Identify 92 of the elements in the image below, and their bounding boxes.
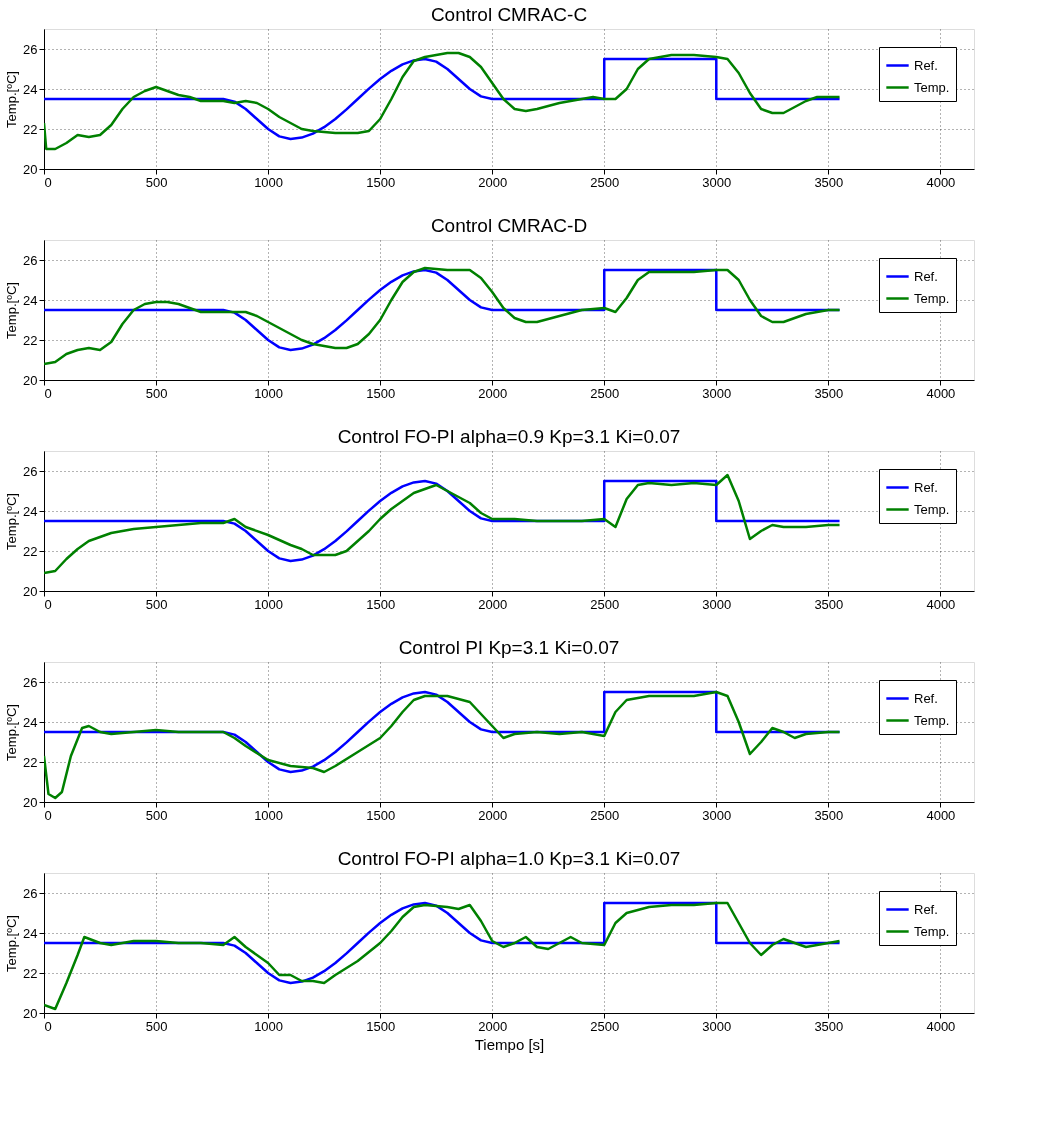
y-tick-label: 26 <box>23 41 38 57</box>
x-tick-label: 2500 <box>590 807 620 823</box>
y-tick-label: 20 <box>23 1005 38 1021</box>
legend-label: Temp. <box>914 290 950 306</box>
y-tick-label: 20 <box>23 583 38 599</box>
x-tick-label: 0 <box>44 385 52 401</box>
legend-label: Temp. <box>914 712 950 728</box>
x-tick-label: 1500 <box>366 385 396 401</box>
x-tick-label: 4000 <box>926 174 956 190</box>
x-tick-label: 4000 <box>926 385 956 401</box>
y-tick-label: 24 <box>23 714 38 730</box>
line-series <box>44 51 841 151</box>
y-tick-label: 22 <box>23 965 38 981</box>
y-tick-label: 22 <box>23 754 38 770</box>
x-axis-title: Tiempo [s] <box>474 1035 545 1053</box>
y-tick-label: 22 <box>23 543 38 559</box>
x-tick-label: 500 <box>145 174 168 190</box>
y-tick-label: 22 <box>23 121 38 137</box>
chart-title: Control PI Kp=3.1 Ki=0.07 <box>398 637 620 658</box>
x-tick-label: 1000 <box>254 385 284 401</box>
y-tick-label: 26 <box>23 674 38 690</box>
y-axis-title: Temp.[ºC] <box>4 915 20 972</box>
line-series <box>44 901 841 1011</box>
y-tick-label: 20 <box>23 161 38 177</box>
x-tick-label: 500 <box>145 385 168 401</box>
x-tick-label: 1000 <box>254 807 284 823</box>
x-tick-label: 500 <box>145 1018 168 1034</box>
x-tick-label: 3500 <box>814 807 844 823</box>
y-tick-label: 20 <box>23 794 38 810</box>
x-tick-label: 500 <box>145 596 168 612</box>
x-tick-label: 3500 <box>814 385 844 401</box>
legend-label: Temp. <box>914 501 950 517</box>
legend-label: Ref. <box>914 901 938 917</box>
x-tick-label: 2000 <box>478 174 508 190</box>
legend-label: Ref. <box>914 690 938 706</box>
x-tick-label: 4000 <box>926 1018 956 1034</box>
x-tick-label: 1500 <box>366 1018 396 1034</box>
y-tick-label: 24 <box>23 925 38 941</box>
x-tick-label: 1000 <box>254 596 284 612</box>
legend-label: Ref. <box>914 57 938 73</box>
x-tick-label: 3000 <box>702 174 732 190</box>
y-tick-label: 20 <box>23 372 38 388</box>
y-tick-label: 22 <box>23 332 38 348</box>
y-tick-label: 24 <box>23 292 38 308</box>
x-tick-label: 0 <box>44 807 52 823</box>
y-axis-title: Temp.[ºC] <box>4 704 20 761</box>
x-tick-label: 2000 <box>478 807 508 823</box>
y-axis-title: Temp.[ºC] <box>4 282 20 339</box>
x-tick-label: 3000 <box>702 596 732 612</box>
legend-label: Temp. <box>914 923 950 939</box>
x-tick-label: 3500 <box>814 1018 844 1034</box>
x-tick-label: 2000 <box>478 385 508 401</box>
y-axis-title: Temp.[ºC] <box>4 71 20 128</box>
x-tick-label: 2500 <box>590 385 620 401</box>
x-tick-label: 3000 <box>702 1018 732 1034</box>
chart-title: Control FO-PI alpha=1.0 Kp=3.1 Ki=0.07 <box>337 848 681 869</box>
x-tick-label: 2500 <box>590 1018 620 1034</box>
legend-label: Ref. <box>914 268 938 284</box>
x-tick-label: 3000 <box>702 385 732 401</box>
x-tick-label: 2500 <box>590 596 620 612</box>
x-tick-label: 2000 <box>478 596 508 612</box>
line-series <box>44 690 841 800</box>
chart-title: Control FO-PI alpha=0.9 Kp=3.1 Ki=0.07 <box>337 426 681 447</box>
x-tick-label: 4000 <box>926 596 956 612</box>
x-tick-label: 0 <box>44 1018 52 1034</box>
y-tick-label: 26 <box>23 463 38 479</box>
x-tick-label: 1000 <box>254 1018 284 1034</box>
x-tick-label: 3500 <box>814 174 844 190</box>
x-tick-label: 0 <box>44 174 52 190</box>
x-tick-label: 3500 <box>814 596 844 612</box>
line-series <box>44 57 841 141</box>
legend-label: Ref. <box>914 479 938 495</box>
line-series <box>44 266 841 366</box>
x-tick-label: 1500 <box>366 174 396 190</box>
x-tick-label: 1500 <box>366 807 396 823</box>
x-tick-label: 3000 <box>702 807 732 823</box>
x-tick-label: 2500 <box>590 174 620 190</box>
chart-title: Control CMRAC-C <box>430 4 588 25</box>
y-tick-label: 26 <box>23 885 38 901</box>
chart-title: Control CMRAC-D <box>430 215 588 236</box>
y-tick-label: 26 <box>23 252 38 268</box>
y-tick-label: 24 <box>23 503 38 519</box>
x-tick-label: 4000 <box>926 807 956 823</box>
x-tick-label: 1500 <box>366 596 396 612</box>
x-tick-label: 1000 <box>254 174 284 190</box>
legend-label: Temp. <box>914 79 950 95</box>
x-tick-label: 0 <box>44 596 52 612</box>
y-axis-title: Temp.[ºC] <box>4 493 20 550</box>
x-tick-label: 2000 <box>478 1018 508 1034</box>
x-tick-label: 500 <box>145 807 168 823</box>
line-series <box>44 473 841 575</box>
y-tick-label: 24 <box>23 81 38 97</box>
